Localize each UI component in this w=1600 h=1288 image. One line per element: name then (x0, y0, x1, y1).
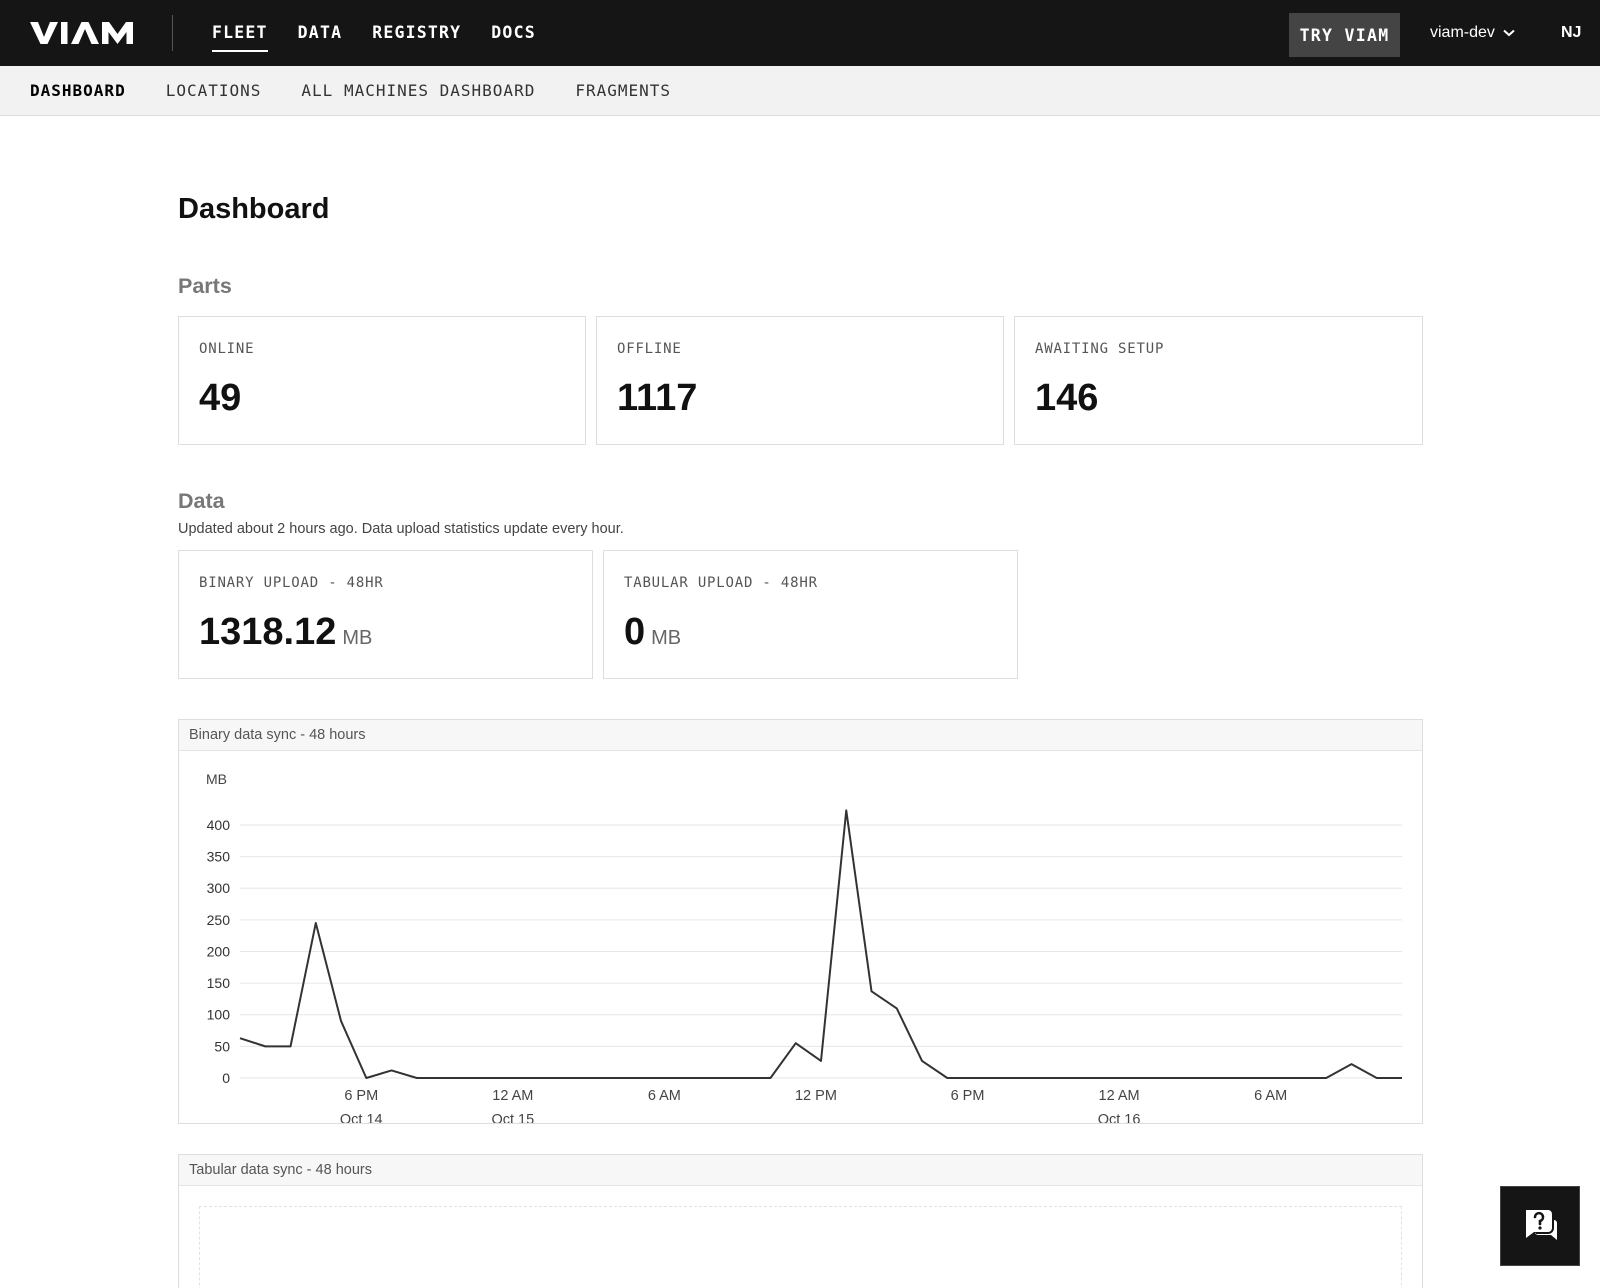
offline-parts-card: OFFLINE 1117 (596, 316, 1004, 445)
sub-nav: DASHBOARD LOCATIONS ALL MACHINES DASHBOA… (0, 66, 1600, 116)
tabular-sync-chart-panel: Tabular data sync - 48 hours (178, 1154, 1423, 1288)
tabular-upload-value: 0 (624, 611, 646, 653)
try-viam-button[interactable]: TRY VIAM (1289, 13, 1400, 57)
tabular-upload-unit: MB (651, 627, 682, 649)
nav-registry[interactable]: REGISTRY (372, 23, 462, 42)
y-tick-label: 300 (207, 880, 231, 896)
chevron-down-icon (1503, 29, 1515, 37)
y-tick-label: 100 (207, 1007, 231, 1023)
y-tick-label: 150 (207, 975, 231, 991)
online-label: ONLINE (199, 341, 255, 357)
binary-upload-label: BINARY UPLOAD - 48HR (199, 575, 384, 591)
binary-sync-chart: MB 0 50 100 150 200 250 300 350 400 6 PM Oct 14 12 A… (206, 771, 1402, 1128)
binary-sync-series-line (239, 809, 1402, 1079)
y-tick-label: 50 (214, 1038, 230, 1054)
awaiting-value: 146 (1035, 377, 1099, 419)
y-tick-label: 250 (207, 912, 231, 928)
subnav-dashboard[interactable]: DASHBOARD (30, 81, 126, 100)
org-name: viam-dev (1430, 24, 1495, 41)
subnav-all-machines-dashboard[interactable]: ALL MACHINES DASHBOARD (301, 81, 536, 100)
x-tick-label: 6 PM (344, 1088, 378, 1104)
y-tick-label: 350 (207, 849, 231, 865)
data-section-title: Data (178, 489, 225, 513)
x-tick-date-label: Oct 16 (1098, 1112, 1141, 1123)
binary-upload-value: 1318.12 (199, 611, 337, 653)
tabular-chart-placeholder (199, 1206, 1402, 1288)
help-chat-button[interactable] (1500, 1186, 1580, 1266)
x-tick-label: 12 AM (492, 1088, 533, 1104)
tabular-upload-card: TABULAR UPLOAD - 48HR 0 MB (603, 550, 1018, 679)
awaiting-label: AWAITING SETUP (1035, 341, 1165, 357)
user-avatar[interactable]: NJ (1561, 24, 1582, 41)
awaiting-setup-card: AWAITING SETUP 146 (1014, 316, 1423, 445)
binary-upload-unit: MB (342, 627, 373, 649)
offline-value: 1117 (617, 377, 698, 419)
top-navbar: FLEET DATA REGISTRY DOCS TRY VIAM viam-d… (0, 0, 1600, 66)
nav-fleet[interactable]: FLEET (212, 0, 268, 66)
tabular-chart-title: Tabular data sync - 48 hours (179, 1155, 1422, 1186)
nav-data[interactable]: DATA (297, 23, 343, 42)
y-axis-unit-label: MB (206, 771, 227, 787)
x-tick-label: 6 AM (648, 1088, 681, 1104)
y-tick-label: 400 (207, 817, 231, 833)
binary-upload-card: BINARY UPLOAD - 48HR 1318.12 MB (178, 550, 593, 679)
header-divider (172, 15, 173, 51)
y-tick-label: 200 (207, 943, 231, 959)
subnav-fragments[interactable]: FRAGMENTS (575, 81, 672, 100)
x-tick-date-label: Oct 14 (340, 1112, 383, 1123)
x-tick-label: 12 PM (795, 1088, 837, 1104)
subnav-locations[interactable]: LOCATIONS (165, 81, 262, 100)
viam-logo-icon[interactable] (30, 20, 134, 46)
offline-label: OFFLINE (617, 341, 682, 357)
x-tick-label: 6 PM (951, 1088, 985, 1104)
binary-chart-title: Binary data sync - 48 hours (179, 720, 1422, 751)
data-update-note: Updated about 2 hours ago. Data upload s… (178, 521, 624, 537)
parts-section-title: Parts (178, 274, 232, 298)
online-value: 49 (199, 377, 242, 419)
help-chat-icon (1526, 1210, 1557, 1240)
main-nav: FLEET DATA REGISTRY DOCS (212, 0, 566, 66)
y-tick-label: 0 (222, 1070, 230, 1086)
online-parts-card: ONLINE 49 (178, 316, 586, 445)
x-tick-label: 6 AM (1254, 1088, 1287, 1104)
binary-upload-value-wrap: 1318.12 MB (199, 611, 372, 654)
tabular-upload-value-wrap: 0 MB (624, 611, 681, 654)
page-title: Dashboard (178, 193, 330, 225)
x-tick-date-label: Oct 15 (491, 1112, 534, 1123)
tabular-upload-label: TABULAR UPLOAD - 48HR (624, 575, 818, 591)
org-selector[interactable]: viam-dev (1430, 0, 1515, 66)
nav-docs[interactable]: DOCS (491, 23, 536, 42)
x-tick-label: 12 AM (1099, 1088, 1140, 1104)
binary-sync-chart-panel: Binary data sync - 48 hours MB 0 50 100 150 2… (178, 719, 1423, 1128)
